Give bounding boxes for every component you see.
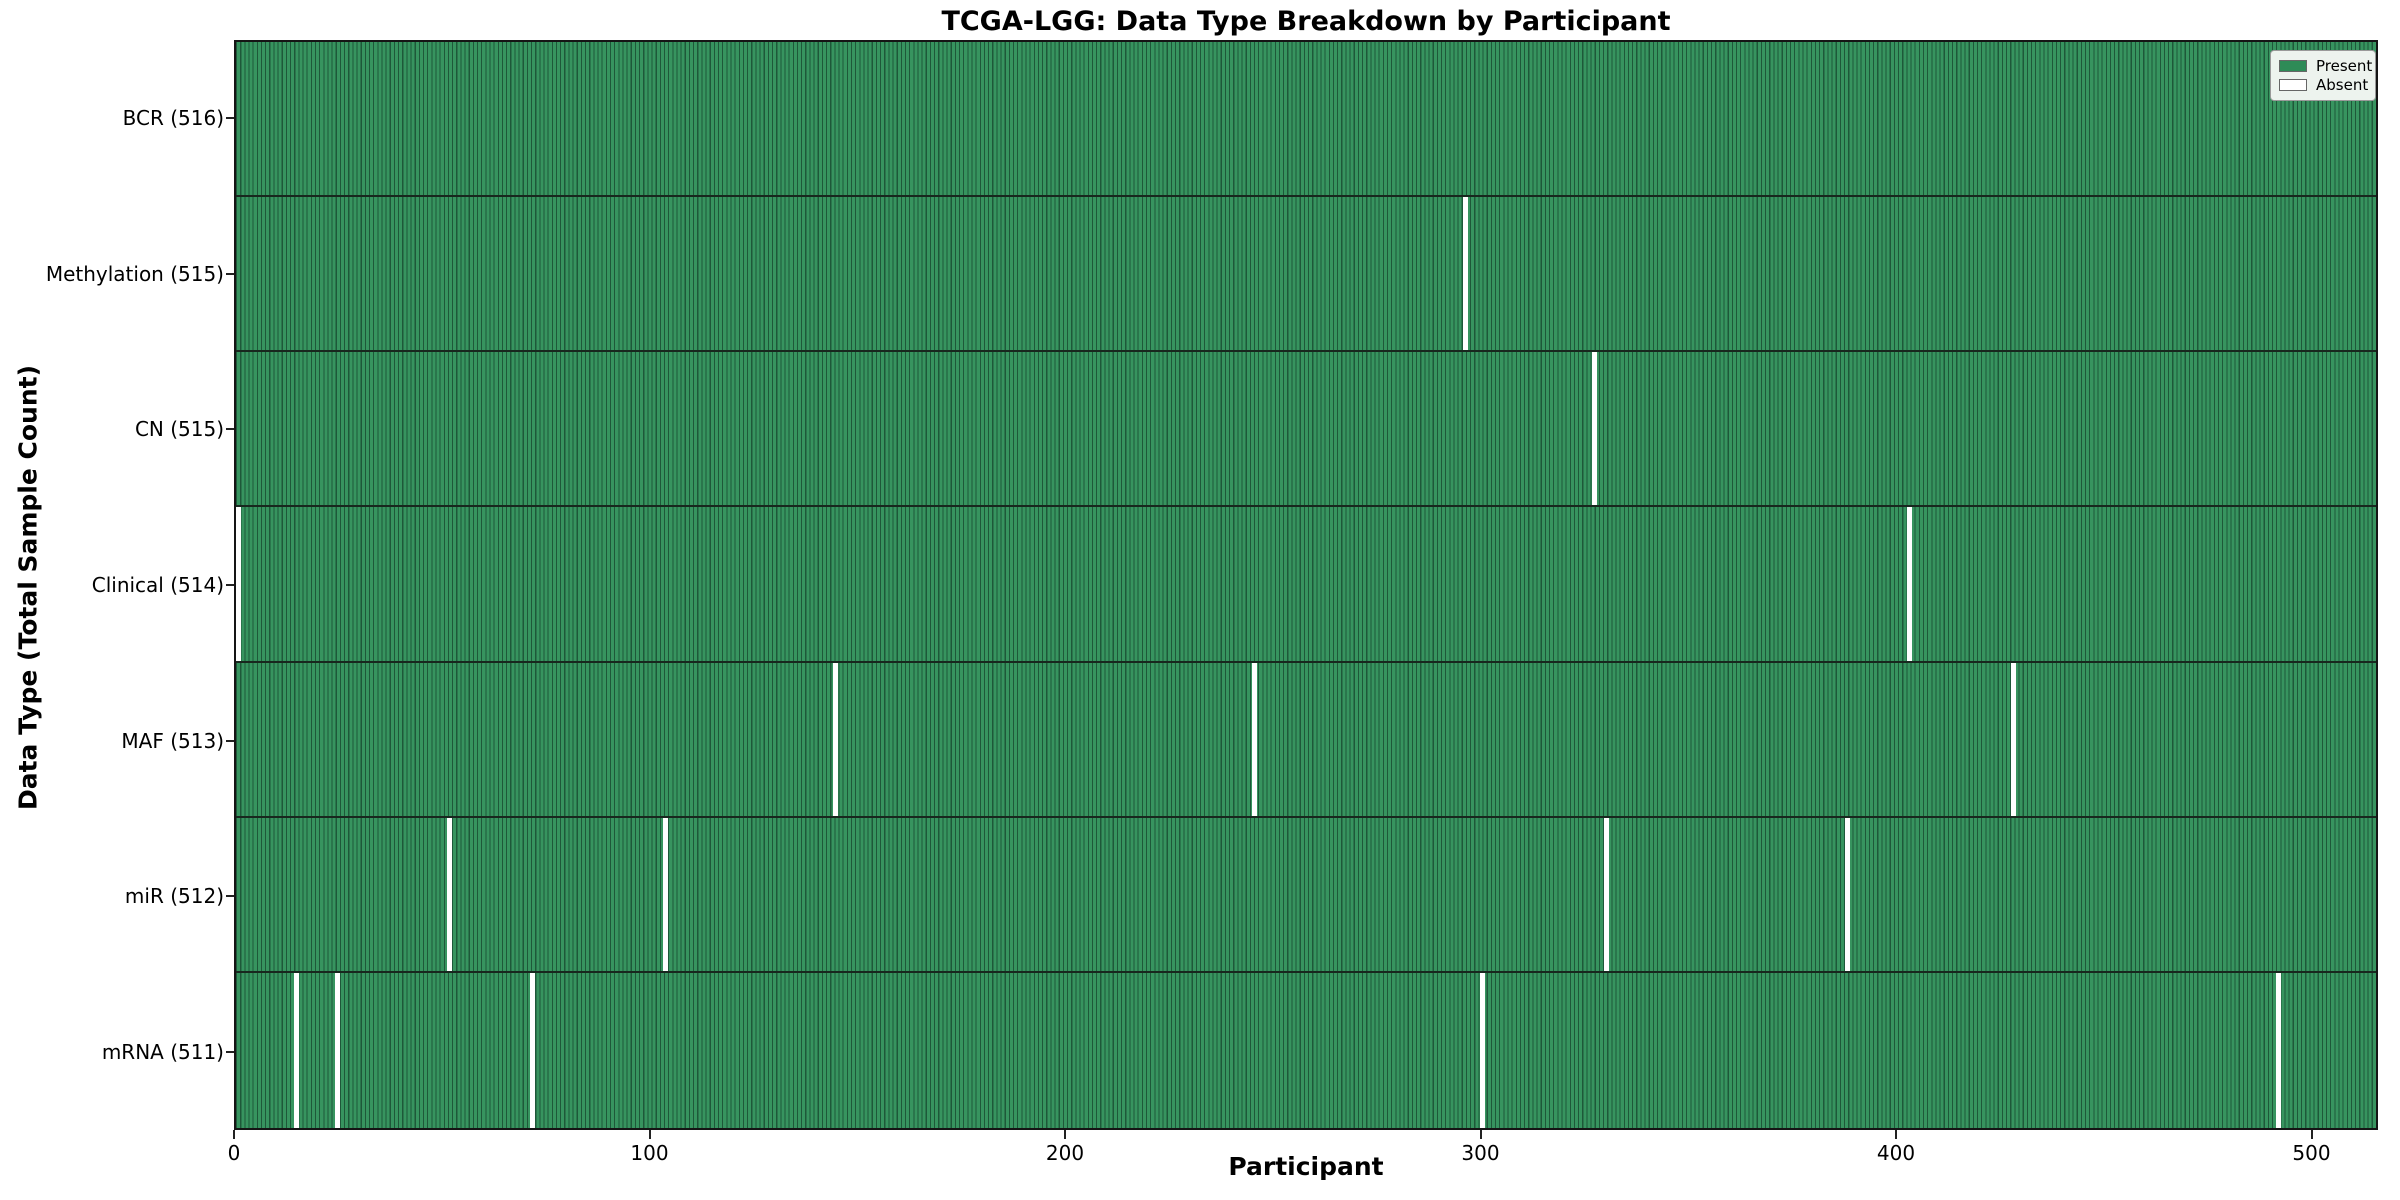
absent-gap (293, 972, 299, 1128)
x-tick-label: 100 (630, 1141, 669, 1165)
x-tick-mark (1479, 1130, 1482, 1139)
y-tick-mark (226, 584, 234, 586)
x-axis-label: Participant (1228, 1152, 1384, 1181)
chart-title: TCGA-LGG: Data Type Breakdown by Partici… (941, 6, 1671, 37)
absent-gap (235, 507, 241, 661)
absent-gap (1463, 197, 1469, 351)
absent-gap (1906, 507, 1912, 661)
x-tick-label: 0 (227, 1141, 241, 1165)
heatmap-row-MAF (236, 662, 2376, 818)
absent-gap (447, 817, 452, 971)
x-tick-label: 500 (2292, 1141, 2331, 1165)
x-tick-label: 200 (1045, 1141, 1085, 1165)
y-tick-label: MAF (513) (121, 728, 224, 753)
absent-gap (662, 817, 668, 971)
legend-label: Present (2316, 56, 2373, 75)
x-tick-mark (1064, 1130, 1066, 1139)
legend-swatch-icon (2279, 59, 2307, 72)
y-tick-mark (226, 739, 234, 742)
heatmap-row-CN (236, 352, 2376, 508)
plot-area (234, 40, 2378, 1130)
y-tick-label: mRNA (511) (101, 1040, 224, 1065)
y-tick-mark (226, 428, 234, 431)
y-tick-label: BCR (516) (122, 105, 224, 130)
absent-gap (1844, 817, 1850, 971)
x-tick-mark (1895, 1130, 1897, 1139)
legend-label: Absent (2316, 75, 2369, 94)
heatmap-row-BCR (236, 42, 2376, 198)
x-tick-label: 300 (1461, 1141, 1500, 1165)
y-tick-label: Methylation (515) (45, 261, 224, 286)
y-tick-label: CN (515) (134, 417, 224, 442)
legend-swatch-icon (2279, 78, 2307, 91)
absent-gap (832, 662, 838, 816)
absent-gap (2275, 972, 2281, 1128)
absent-gap (1251, 662, 1257, 816)
y-tick-label: Clinical (514) (91, 573, 224, 597)
legend-entry-present: Present (2279, 56, 2372, 75)
x-tick-mark (233, 1130, 235, 1139)
y-tick-mark (226, 1051, 234, 1054)
absent-gap (335, 972, 341, 1128)
absent-gap (2010, 662, 2016, 816)
heatmap-row-mRNA (236, 972, 2376, 1128)
y-tick-label: miR (512) (124, 884, 224, 909)
absent-gap (529, 972, 535, 1128)
y-axis-label: Data Type (Total Sample Count) (13, 364, 43, 811)
legend: Present Absent (2270, 50, 2376, 101)
absent-gap (1604, 817, 1610, 971)
absent-gap (1479, 972, 1485, 1128)
heatmap-row-Clinical (235, 507, 2376, 663)
heatmap-row-Methylation (236, 197, 2376, 353)
legend-entry-absent: Absent (2279, 75, 2369, 94)
x-tick-mark (2310, 1130, 2313, 1139)
x-tick-label: 400 (1876, 1141, 1916, 1165)
heatmap-row-miR (236, 817, 2376, 973)
x-tick-mark (648, 1130, 651, 1139)
y-tick-mark (226, 116, 234, 119)
y-tick-mark (226, 272, 234, 275)
y-tick-mark (226, 895, 234, 898)
absent-gap (1591, 352, 1597, 506)
